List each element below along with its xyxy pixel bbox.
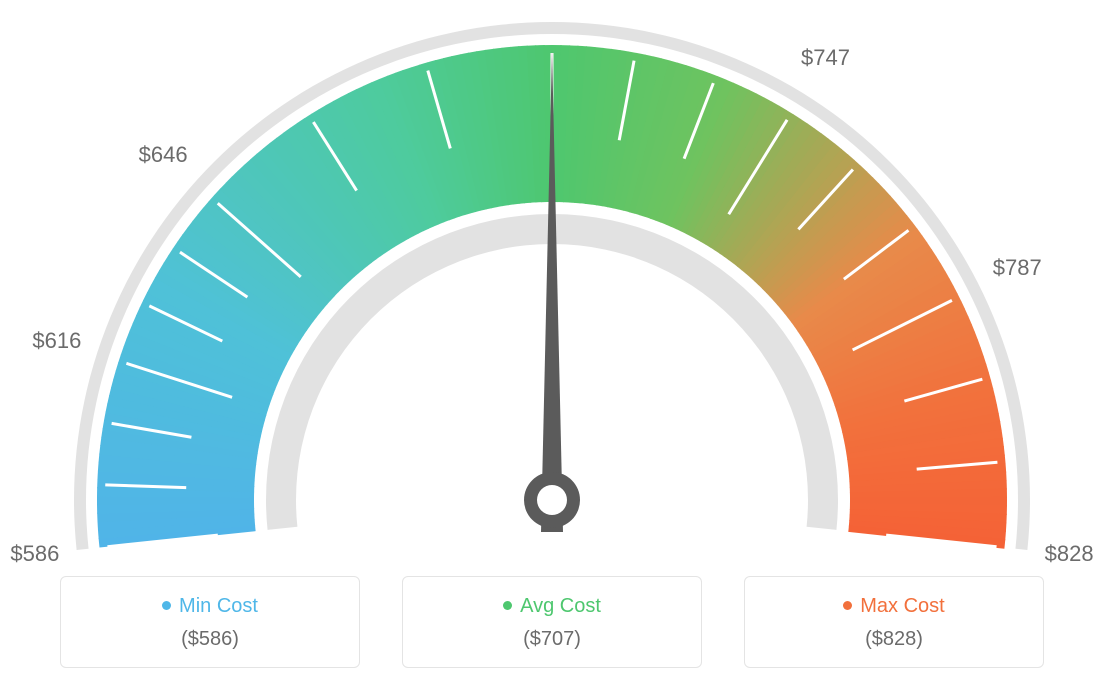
gauge-tick-label: $646: [139, 142, 188, 168]
gauge-tick-label: $616: [32, 328, 81, 354]
legend-title-max: Max Cost: [755, 595, 1033, 618]
legend-card-avg: Avg Cost ($707): [402, 576, 702, 668]
legend-row: Min Cost ($586) Avg Cost ($707) Max Cost…: [0, 576, 1104, 668]
legend-value-max: ($828): [755, 628, 1033, 651]
legend-dot-min: [162, 601, 171, 610]
legend-title-min: Min Cost: [71, 595, 349, 618]
gauge-tick-label: $787: [993, 255, 1042, 281]
gauge-svg: [0, 0, 1104, 560]
legend-label-min: Min Cost: [179, 595, 258, 617]
legend-value-min: ($586): [71, 628, 349, 651]
legend-card-max: Max Cost ($828): [744, 576, 1044, 668]
legend-dot-max: [843, 601, 852, 610]
legend-card-min: Min Cost ($586): [60, 576, 360, 668]
legend-title-avg: Avg Cost: [413, 595, 691, 618]
legend-value-avg: ($707): [413, 628, 691, 651]
gauge-tick-label: $828: [1045, 541, 1094, 567]
legend-dot-avg: [503, 601, 512, 610]
legend-label-avg: Avg Cost: [520, 595, 601, 617]
cost-gauge-chart: $586$616$646$707$747$787$828: [0, 0, 1104, 560]
gauge-tick-label: $586: [10, 541, 59, 567]
legend-label-max: Max Cost: [860, 595, 944, 617]
gauge-tick-label: $747: [801, 45, 850, 71]
